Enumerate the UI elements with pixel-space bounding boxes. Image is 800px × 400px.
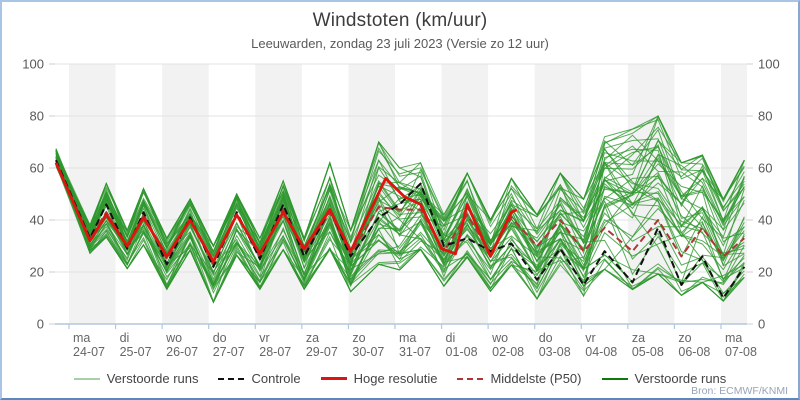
x-axis-date-label: 31-07 — [398, 345, 431, 359]
median-p50-line — [55, 162, 745, 266]
legend-item-middelste-p50: Middelste (P50) — [457, 371, 582, 386]
x-axis-date-label: 29-07 — [305, 345, 338, 359]
y-axis-label-left: 60 — [29, 160, 44, 176]
light-green-line-swatch-icon — [73, 377, 100, 380]
day-band — [627, 64, 675, 324]
x-axis-day-label: wo — [166, 331, 183, 345]
x-axis-date-label: 06-08 — [678, 345, 711, 359]
ensemble-member-line — [55, 128, 745, 304]
x-axis-day-label: zo — [352, 331, 366, 345]
ensemble-member-line — [55, 163, 745, 302]
y-axis-label-left: 40 — [29, 212, 44, 228]
chart-legend: Verstoorde runs Controle Hoge resolutie … — [2, 371, 798, 386]
ensemble-member-line — [55, 126, 745, 283]
y-axis-label-right: 0 — [758, 316, 766, 332]
x-axis-day-label: ma — [73, 331, 91, 345]
high-resolution-line — [54, 162, 518, 263]
x-axis-date-label: 04-08 — [585, 345, 618, 359]
x-axis-date-label: 24-07 — [73, 345, 105, 359]
ensemble-member-line — [55, 149, 745, 304]
legend-label: Hoge resolutie — [353, 371, 438, 386]
x-axis-day-label: di — [445, 331, 456, 345]
legend-label: Verstoorde runs — [634, 371, 727, 386]
legend-label: Verstoorde runs — [106, 371, 199, 386]
x-axis-day-label: zo — [678, 331, 692, 345]
ensemble-member-line — [55, 140, 745, 286]
ensemble-member-line — [55, 147, 745, 267]
ensemble-member-line — [55, 149, 745, 281]
y-axis-label-right: 20 — [758, 264, 773, 280]
ensemble-member-line — [55, 140, 745, 281]
darkred-dashed-line-swatch-icon — [457, 377, 484, 380]
source-attribution: Bron: ECMWF/KNMI — [691, 385, 788, 397]
x-axis-date-label: 26-07 — [166, 345, 199, 359]
chart-subtitle: Leeuwarden, zondag 23 juli 2023 (Versie … — [251, 36, 549, 51]
y-axis-label-right: 100 — [758, 56, 780, 72]
y-axis-label-right: 60 — [758, 160, 773, 176]
ensemble-member-line — [55, 157, 745, 273]
x-axis-day-label: ma — [724, 331, 743, 345]
x-axis-day-label: ma — [398, 331, 417, 345]
x-axis-date-label: 02-08 — [492, 345, 525, 359]
y-axis-label-left: 0 — [36, 316, 44, 332]
x-axis-date-label: 30-07 — [352, 345, 385, 359]
ensemble-member-line — [55, 150, 745, 298]
x-axis-date-label: 28-07 — [259, 345, 292, 359]
y-axis-label-left: 80 — [29, 108, 44, 124]
x-axis-day-label: za — [631, 331, 646, 345]
x-axis-date-label: 05-08 — [631, 345, 664, 359]
ensemble-member-line — [55, 164, 745, 286]
red-line-swatch-icon — [320, 377, 347, 380]
y-axis-label-right: 80 — [758, 108, 773, 124]
ensemble-member-line — [55, 114, 745, 278]
x-axis-day-label: vr — [585, 331, 596, 345]
legend-item-verstoorde-runs-dark: Verstoorde runs — [601, 371, 727, 386]
x-axis-date-label: 01-08 — [445, 345, 478, 359]
x-axis-day-label: di — [119, 331, 130, 345]
legend-item-controle: Controle — [218, 371, 301, 386]
x-axis-day-label: za — [305, 331, 320, 345]
chart-title: Windstoten (km/uur) — [312, 10, 488, 31]
ensemble-member-line — [55, 145, 745, 267]
y-axis-label-left: 100 — [22, 56, 44, 72]
ensemble-member-line — [55, 115, 745, 263]
x-axis-date-label: 07-08 — [724, 345, 757, 359]
dark-green-line-swatch-icon — [601, 377, 628, 380]
x-axis-date-label: 27-07 — [212, 345, 245, 359]
legend-item-hoge-resolutie: Hoge resolutie — [320, 371, 438, 386]
x-axis-date-label: 03-08 — [538, 345, 571, 359]
ensemble-member-line — [55, 164, 745, 298]
x-axis-date-label: 25-07 — [119, 345, 152, 359]
x-axis-day-label: do — [212, 331, 227, 345]
y-axis-label-left: 20 — [29, 264, 44, 280]
black-dashed-line-swatch-icon — [218, 377, 245, 380]
legend-label: Controle — [251, 371, 301, 386]
legend-label: Middelste (P50) — [490, 371, 582, 386]
ensemble-member-line — [55, 143, 745, 291]
control-run-line — [55, 159, 746, 299]
legend-item-verstoorde-runs-light: Verstoorde runs — [73, 371, 199, 386]
y-axis-label-right: 40 — [758, 212, 773, 228]
x-axis-day-label: do — [538, 331, 553, 345]
x-axis-day-label: wo — [492, 331, 509, 345]
x-axis-day-label: vr — [259, 331, 270, 345]
